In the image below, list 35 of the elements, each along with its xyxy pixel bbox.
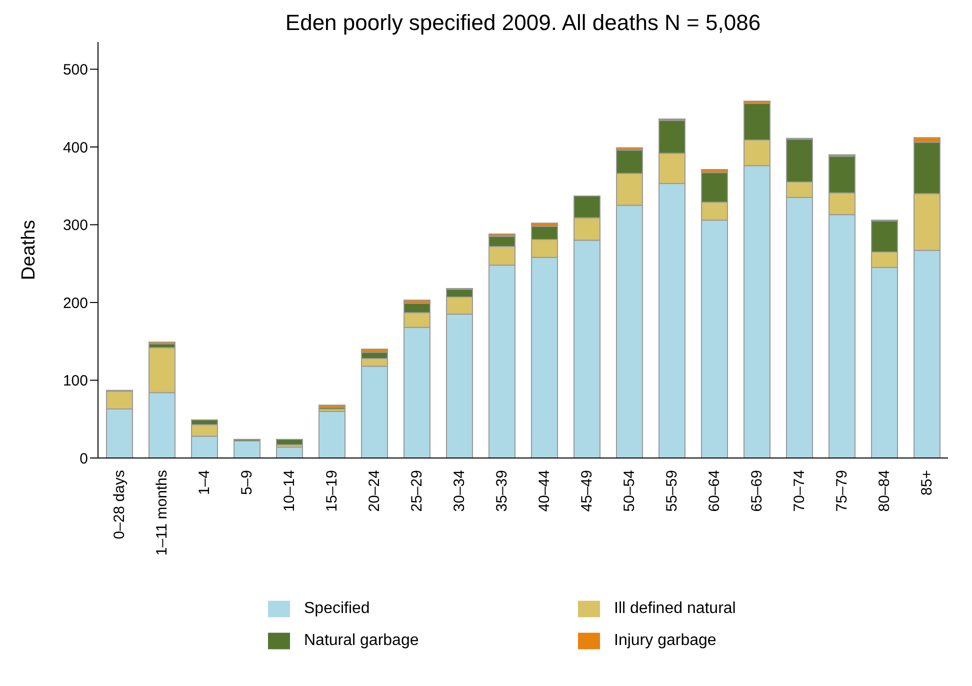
x-tick-label: 40–44 [536,470,553,512]
y-tick-label: 100 [62,372,88,390]
y-tick-label: 500 [62,62,88,79]
bar [318,410,346,458]
legend-label: Natural garbage [304,632,419,650]
x-tick-label: 1–4 [196,470,213,496]
x-tick-label: 80–84 [876,470,893,512]
x-tick-label: 0–28 days [110,470,128,540]
x-tick-label: 50–54 [620,470,638,512]
y-tick-label: 0 [80,450,88,468]
y-tick-label: 200 [62,294,88,312]
legend-label: Specified [304,600,370,618]
bar [234,440,260,458]
x-tick-label: 20–24 [366,470,383,512]
x-tick-label: 30–34 [450,470,468,512]
x-tick-label: 5–9 [238,470,256,496]
x-tick-label: 70–74 [790,470,808,512]
chart-title: Eden poorly specified 2009. All deaths N = 5,086 [284,9,762,37]
x-tick-label: 55–59 [663,470,680,512]
x-tick-label: 60–64 [706,470,723,512]
x-tick-label: 10–14 [280,470,298,512]
x-tick-label: 35–39 [493,470,510,512]
x-tick-label: 75–79 [833,470,850,512]
x-tick-label: 25–29 [408,470,426,512]
y-tick-label: 300 [62,217,88,234]
x-tick-label: 15–19 [323,470,340,512]
legend-label: Ill defined natural [614,600,736,618]
x-tick-label: 45–49 [578,470,596,512]
x-tick-label: 65–69 [748,470,766,512]
y-tick-label: 400 [62,139,88,156]
bar [276,438,303,446]
legend-label: Injury garbage [614,632,716,650]
x-tick-label: 1–11 months [153,470,170,556]
y-axis-title: Deaths [18,220,40,280]
x-tick-label: 85+ [918,470,936,496]
